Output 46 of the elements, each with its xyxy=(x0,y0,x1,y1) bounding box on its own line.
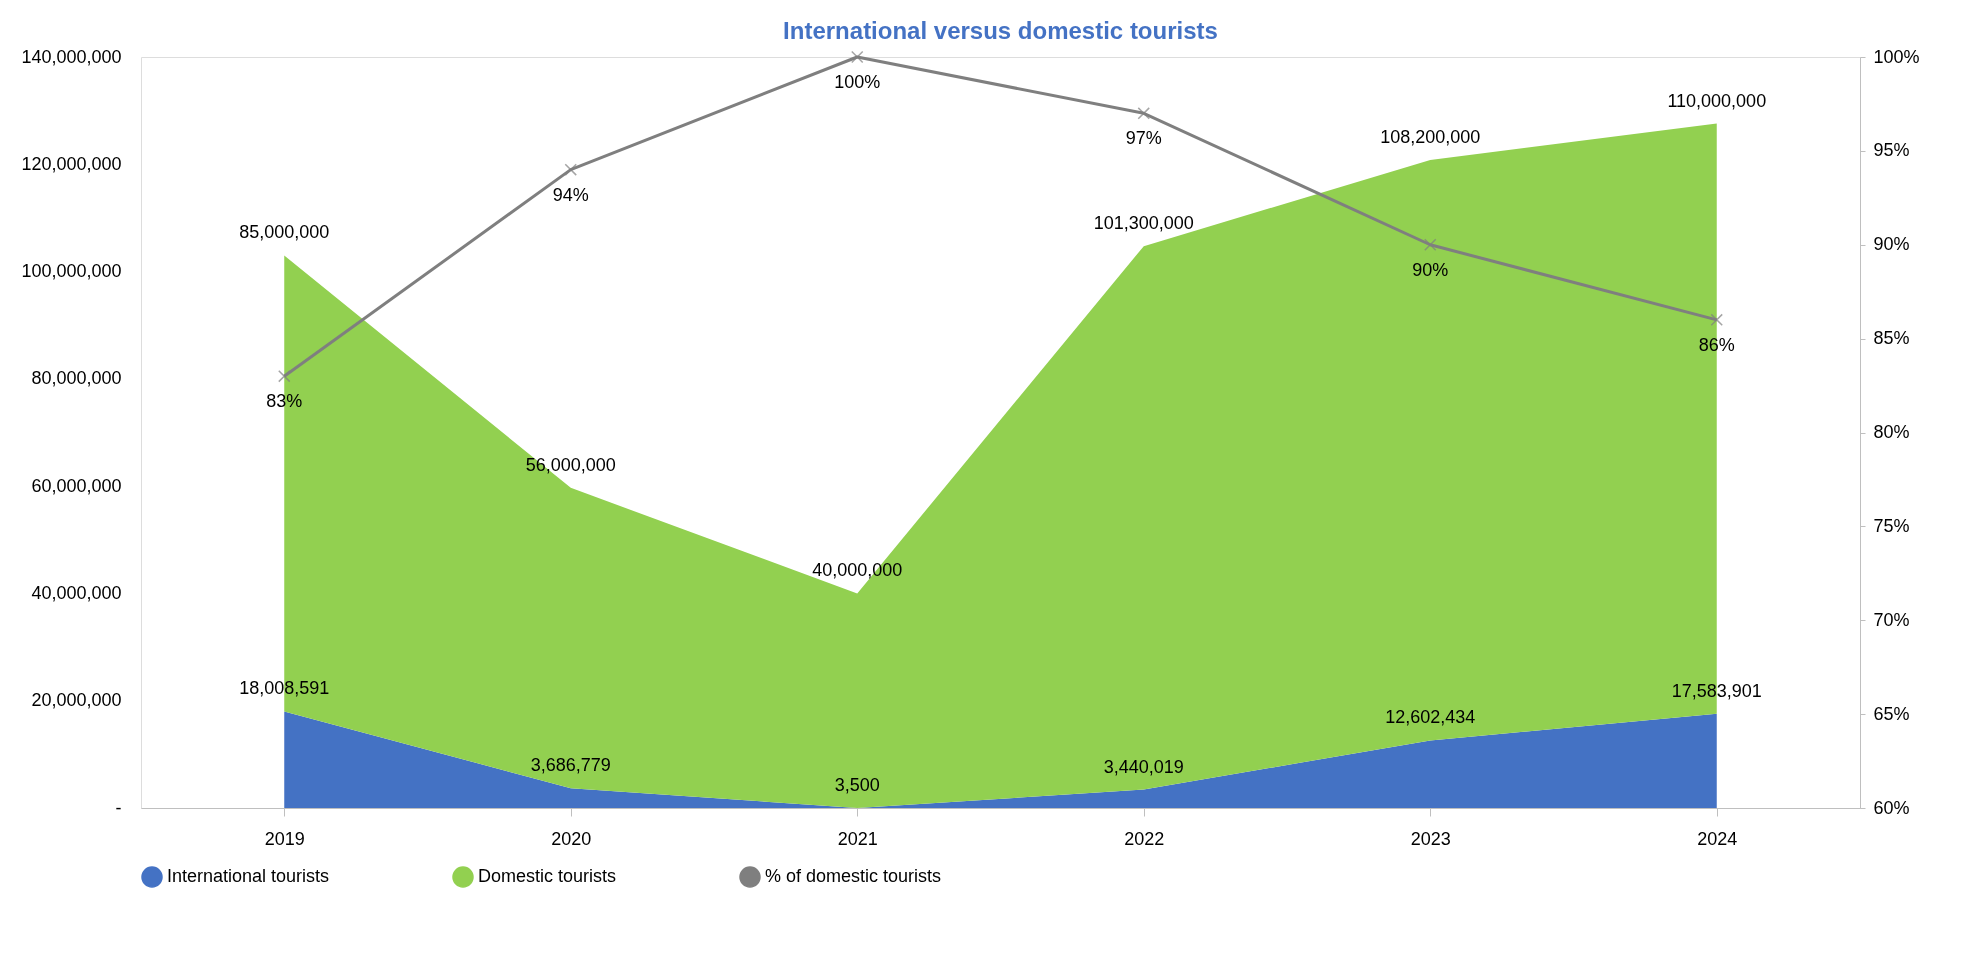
y2-tick-label: 80% xyxy=(1873,422,1910,442)
legend-label: International tourists xyxy=(167,866,330,886)
y-tick-label: 140,000,000 xyxy=(21,46,122,67)
x-tick-label: 2024 xyxy=(1697,828,1738,849)
y-tick-label: 120,000,000 xyxy=(21,153,122,174)
x-tick-label: 2023 xyxy=(1410,828,1451,849)
point xyxy=(564,163,577,176)
y2-tick-label: 75% xyxy=(1873,515,1910,536)
y-tick-label: 60,000,000 xyxy=(31,475,122,496)
y2-tick-label: 65% xyxy=(1873,703,1910,724)
x-tick-label: 2022 xyxy=(1124,828,1165,849)
y2-tick-label: 85% xyxy=(1873,328,1910,349)
x-tick-label: 2019 xyxy=(264,828,305,849)
point xyxy=(1424,238,1437,251)
y2-tick-label: 100% xyxy=(1873,46,1920,67)
y-tick-label: - xyxy=(115,797,122,818)
y-tick-label: 20,000,000 xyxy=(31,690,122,711)
x-tick-label: 2020 xyxy=(551,828,592,849)
data-label: 17,583,901 xyxy=(1671,680,1762,701)
chart-title: International versus domestic tourists xyxy=(783,17,1218,44)
y2-tick-label: 60% xyxy=(1873,797,1910,818)
y-tick-label: 80,000,000 xyxy=(31,368,122,389)
legend-label: % of domestic tourists xyxy=(765,866,942,886)
data-label: 12,602,434 xyxy=(1385,707,1476,728)
data-label: 90% xyxy=(1412,259,1449,280)
data-label: 3,440,019 xyxy=(1103,756,1184,777)
y2-tick-label: 90% xyxy=(1873,234,1910,255)
data-label: 3,686,779 xyxy=(530,755,611,776)
point xyxy=(1710,313,1723,327)
y-tick-label: 40,000,000 xyxy=(31,582,122,603)
data-label: 94% xyxy=(552,184,589,205)
data-label: 85,000,000 xyxy=(239,222,330,243)
y2-tick-label: 95% xyxy=(1873,140,1910,161)
legend-label: Domestic tourists xyxy=(478,866,617,886)
x-tick-label: 2021 xyxy=(837,828,878,849)
data-label: 110,000,000 xyxy=(1667,90,1767,111)
data-label: 101,300,000 xyxy=(1093,213,1194,234)
y2-tick-label: 70% xyxy=(1873,609,1910,630)
y-tick-label: 100,000,000 xyxy=(21,261,122,282)
point xyxy=(1137,107,1150,120)
data-label: 97% xyxy=(1125,128,1162,149)
point xyxy=(851,50,864,64)
data-label: 100% xyxy=(834,72,881,92)
point xyxy=(278,369,291,383)
data-label: 108,200,000 xyxy=(1380,126,1481,147)
data-label: 3,500 xyxy=(834,774,880,795)
